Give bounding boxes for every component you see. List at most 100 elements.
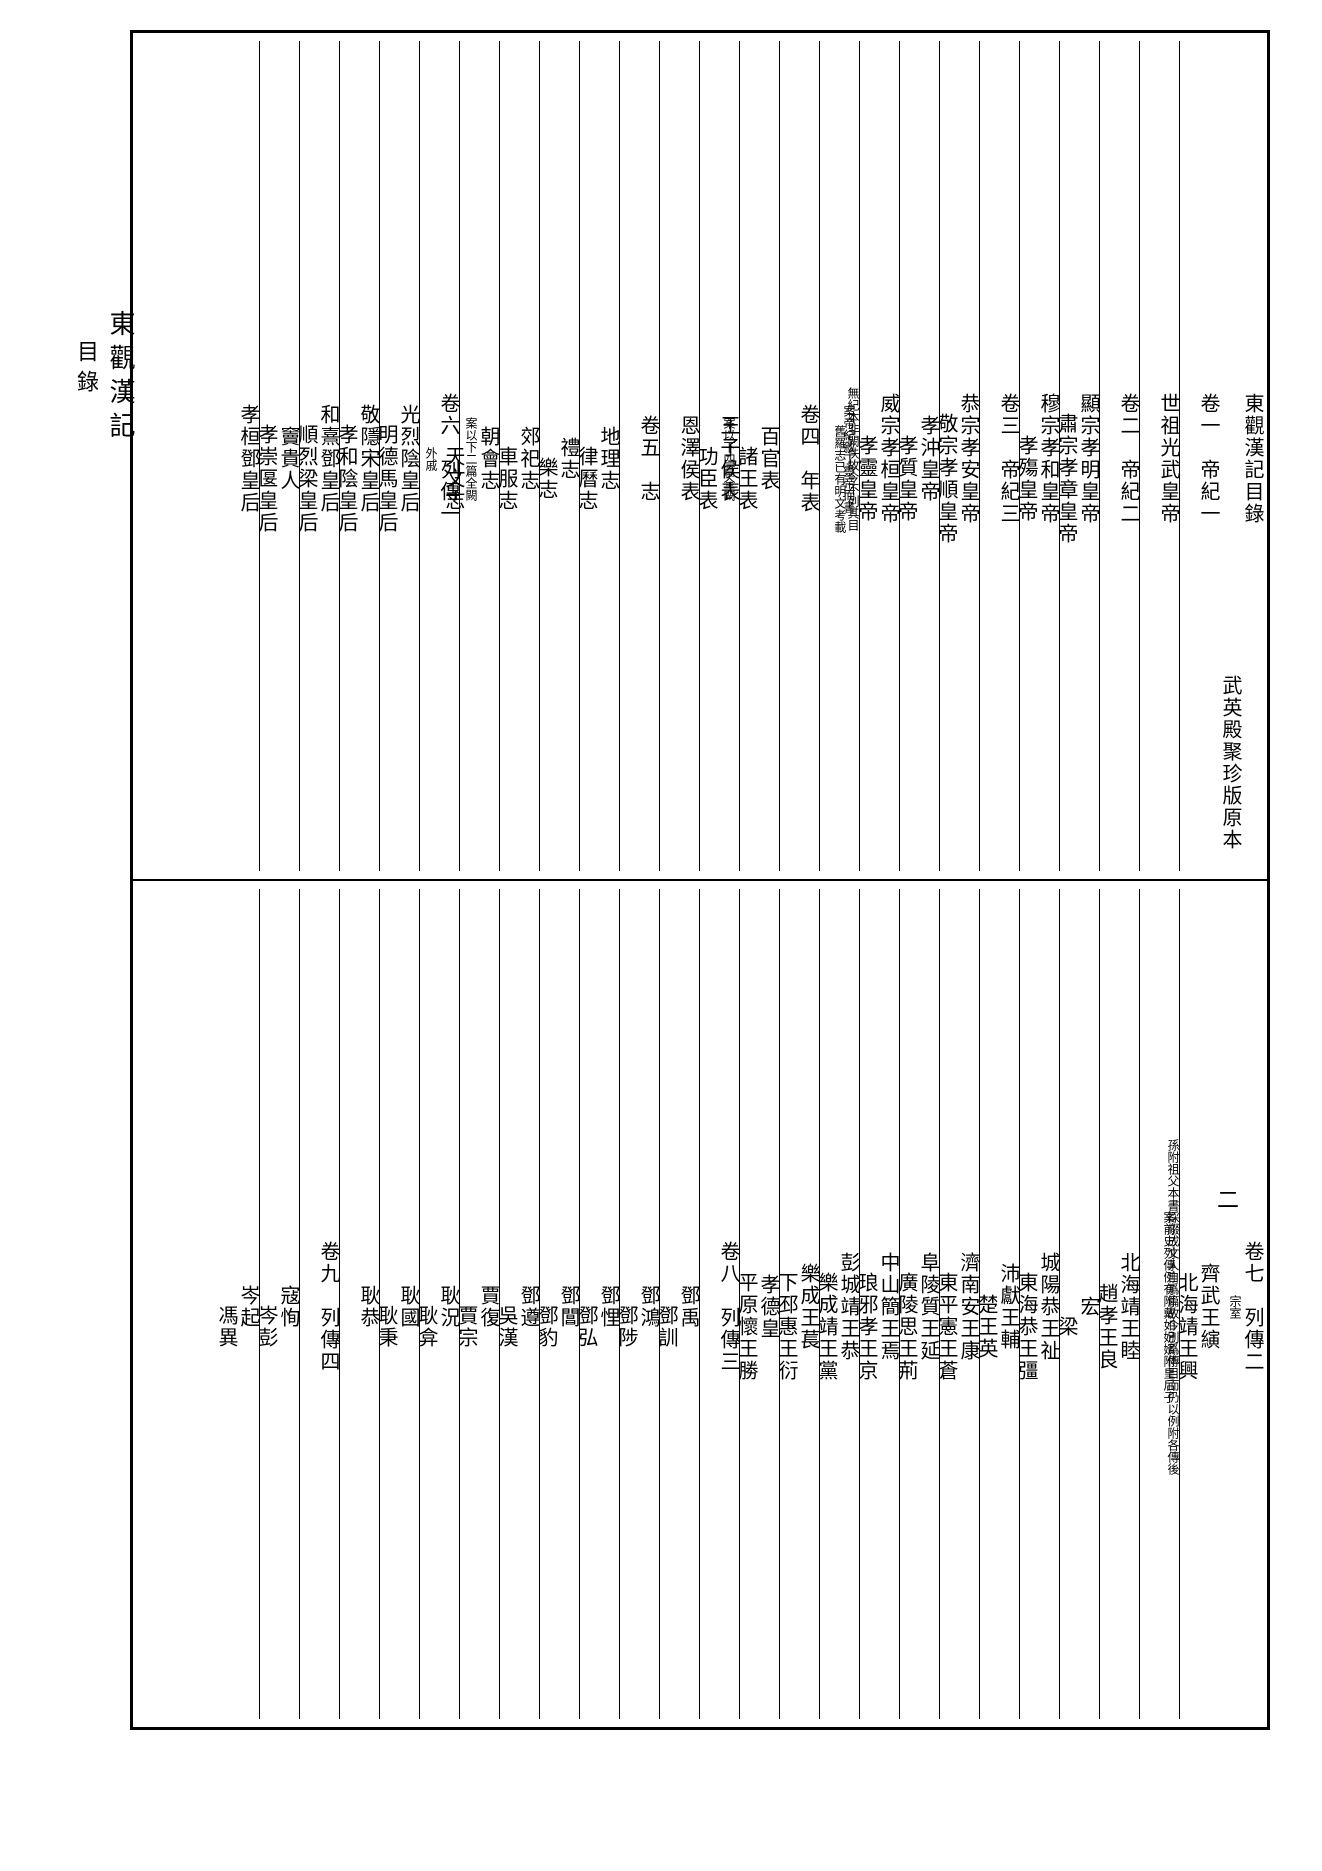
text-column: 孝德皇平原懷王勝 (739, 889, 779, 1719)
text-column: 樂成王萇下邳惠王衍 (779, 889, 819, 1719)
text-entry: 廣陵思王荊 (895, 1272, 917, 1382)
text-entry: 東海恭王彊 (1015, 1272, 1037, 1382)
text-frame: 東觀漢記目錄武英殿聚珍版原本卷一 帝紀一世祖光武皇帝卷二 帝紀二顯宗孝明皇帝肅宗… (130, 30, 1270, 1730)
title-main: 東觀漢記 (106, 310, 135, 446)
text-entry: 卷一 帝紀一 (1197, 393, 1219, 525)
text-column: 卷四 年表 (779, 41, 819, 871)
text-column: 阜陵質王延廣陵思王荊 (899, 889, 939, 1719)
text-entry: 孝靈皇帝 (855, 435, 877, 523)
text-column: 卷一 帝紀一 (1179, 41, 1219, 871)
text-column: 東觀漢記目錄武英殿聚珍版原本 (1219, 41, 1263, 871)
text-entry: 吳漢 (495, 1305, 517, 1349)
text-column: 耿恭 (339, 889, 379, 1719)
text-entry: 東觀漢記目錄 (1241, 393, 1263, 525)
text-column: 和熹鄧皇后順烈梁皇后 (299, 41, 339, 871)
text-column: 卷八 列傳三 (699, 889, 739, 1719)
text-column: 齊武王縯北海靖王興案前史列傳例有附戴如妃嬪附皇后子 (1179, 889, 1219, 1719)
text-entry: 孝崇匽皇后 (255, 424, 277, 534)
text-column: 耿國耿秉 (379, 889, 419, 1719)
text-column: 卷九 列傳四 (299, 889, 339, 1719)
text-column: 岑起馮異 (219, 889, 259, 1719)
text-entry: 樂成靖王黨 (815, 1272, 837, 1382)
text-column: 孝桓鄧皇后 (219, 41, 259, 871)
text-column: 卷五 志 (619, 41, 659, 871)
text-entry: 車服志 (495, 446, 517, 512)
text-entry: 案帝紀敘丁靈帝而書 (842, 405, 855, 513)
text-column: 郊祀志車服志 (499, 41, 539, 871)
text-column: 穆宗孝和皇帝孝殤皇帝 (1019, 41, 1059, 871)
text-entry: 天文志 (442, 446, 464, 512)
text-entry: 楚王英 (975, 1294, 997, 1360)
text-entry: 地理志 (597, 426, 619, 492)
text-entry: 卷七 列傳二 (1241, 1241, 1263, 1373)
text-entry: 肅宗孝章皇帝 (1055, 413, 1077, 545)
text-entry: 鄧禹 (677, 1285, 699, 1329)
text-entry: 卷四 年表 (797, 404, 819, 514)
text-entry: 鄧訓 (655, 1305, 677, 1349)
text-entry: 北海靖王睦 (1117, 1252, 1139, 1362)
text-entry: 卷二 帝紀二 (1117, 393, 1139, 525)
text-entry: 案前史列傳例有附戴如妃嬪附皇后子 (1162, 1211, 1175, 1403)
text-column: 地理志律曆志 (579, 41, 619, 871)
text-entry: 敬宗孝順皇帝 (935, 413, 957, 545)
text-entry: 北海靖王興 (1175, 1272, 1197, 1382)
text-entry: 孝和陰皇后 (335, 424, 357, 534)
text-entry: 鄧弘 (575, 1305, 597, 1349)
text-column: 光烈陰皇后明德馬皇后 (379, 41, 419, 871)
text-entry: 孝質皇帝 (895, 435, 917, 523)
text-entry: 趙孝王良 (1095, 1283, 1117, 1371)
text-column: 濟南安王康東平憲王蒼 (939, 889, 979, 1719)
text-entry: 下邳惠王衍 (775, 1272, 797, 1382)
text-entry: 東平憲王蒼 (935, 1272, 957, 1382)
lower-half: 卷七 列傳二宗室齊武王縯北海靖王興案前史列傳例有附戴如妃嬪附皇后子孫附祖父本書採… (133, 881, 1267, 1727)
text-column: 恭宗孝安皇帝敬宗孝順皇帝 (939, 41, 979, 871)
text-column: 彭城靖王恭樂成靖王黨 (819, 889, 859, 1719)
text-entry: 明德馬皇后 (375, 424, 397, 534)
text-column: 朝會志案以下二篇全闕天文志 (459, 41, 499, 871)
text-column: 鄧閶鄧豹 (539, 889, 579, 1719)
text-entry: 外戚 (424, 447, 437, 471)
text-entry: 耿弇 (415, 1305, 437, 1349)
text-entry: 齊武王縯 (1197, 1263, 1219, 1351)
text-entry: 卷九 列傳四 (317, 1241, 339, 1373)
text-column: 恩澤侯表 (659, 41, 699, 871)
text-entry: 樂志 (535, 457, 557, 501)
text-entry: 鄧豹 (535, 1305, 557, 1349)
text-column: 賈復賈宗 (459, 889, 499, 1719)
text-entry: 顯宗孝明皇帝 (1077, 393, 1099, 525)
text-entry: 光烈陰皇后 (397, 404, 419, 514)
text-column: 卷七 列傳二宗室 (1219, 889, 1263, 1719)
text-column: 威宗孝桓皇帝孝靈皇帝案帝紀敘丁靈帝而書 (859, 41, 899, 871)
text-column: 宏梁 (1059, 889, 1099, 1719)
text-entry: 順烈梁皇后 (295, 424, 317, 534)
text-entry: 武英殿聚珍版原本 (1219, 675, 1241, 851)
text-entry: 平原懷王勝 (735, 1272, 757, 1382)
text-entry: 岑彭 (255, 1305, 277, 1349)
text-column: 顯宗孝明皇帝肅宗孝章皇帝 (1059, 41, 1099, 871)
text-entry: 賈宗 (455, 1305, 477, 1349)
text-entry: 諸王表 (735, 446, 757, 512)
text-entry: 寇恂 (277, 1285, 299, 1329)
text-column: 敬隱宋皇后孝和陰皇后 (339, 41, 379, 871)
text-column: 耿況耿弇 (419, 889, 459, 1719)
text-entry: 宗室 (1228, 1295, 1241, 1319)
upper-half: 東觀漢記目錄武英殿聚珍版原本卷一 帝紀一世祖光武皇帝卷二 帝紀二顯宗孝明皇帝肅宗… (133, 33, 1267, 881)
running-title: 東觀漢記 目錄 (70, 310, 139, 446)
text-entry: 世祖光武皇帝 (1157, 393, 1179, 525)
text-column: 鄧悝鄧弘 (579, 889, 619, 1719)
text-column: 竇貴人孝崇匽皇后 (259, 41, 299, 871)
text-column: 中山簡王焉琅邪孝王京 (859, 889, 899, 1719)
text-entry: 百官表 (757, 426, 779, 492)
text-column: 城陽恭王祉東海恭王彊 (1019, 889, 1059, 1719)
text-entry: 律曆志 (575, 446, 597, 512)
text-column: 沛獻王輔楚王英 (979, 889, 1019, 1719)
page-number: 二 (1210, 1188, 1242, 1210)
text-column: 世祖光武皇帝 (1139, 41, 1179, 871)
text-entry: 卷五 志 (637, 415, 659, 503)
text-entry: 耿秉 (375, 1305, 397, 1349)
text-column: 鄧遵吳漢 (499, 889, 539, 1719)
text-entry: 恭宗孝安皇帝 (957, 393, 979, 525)
text-entry: 功臣表 (695, 446, 717, 512)
text-column: 禮志樂志 (539, 41, 579, 871)
text-column: 寇恂岑彭 (259, 889, 299, 1719)
